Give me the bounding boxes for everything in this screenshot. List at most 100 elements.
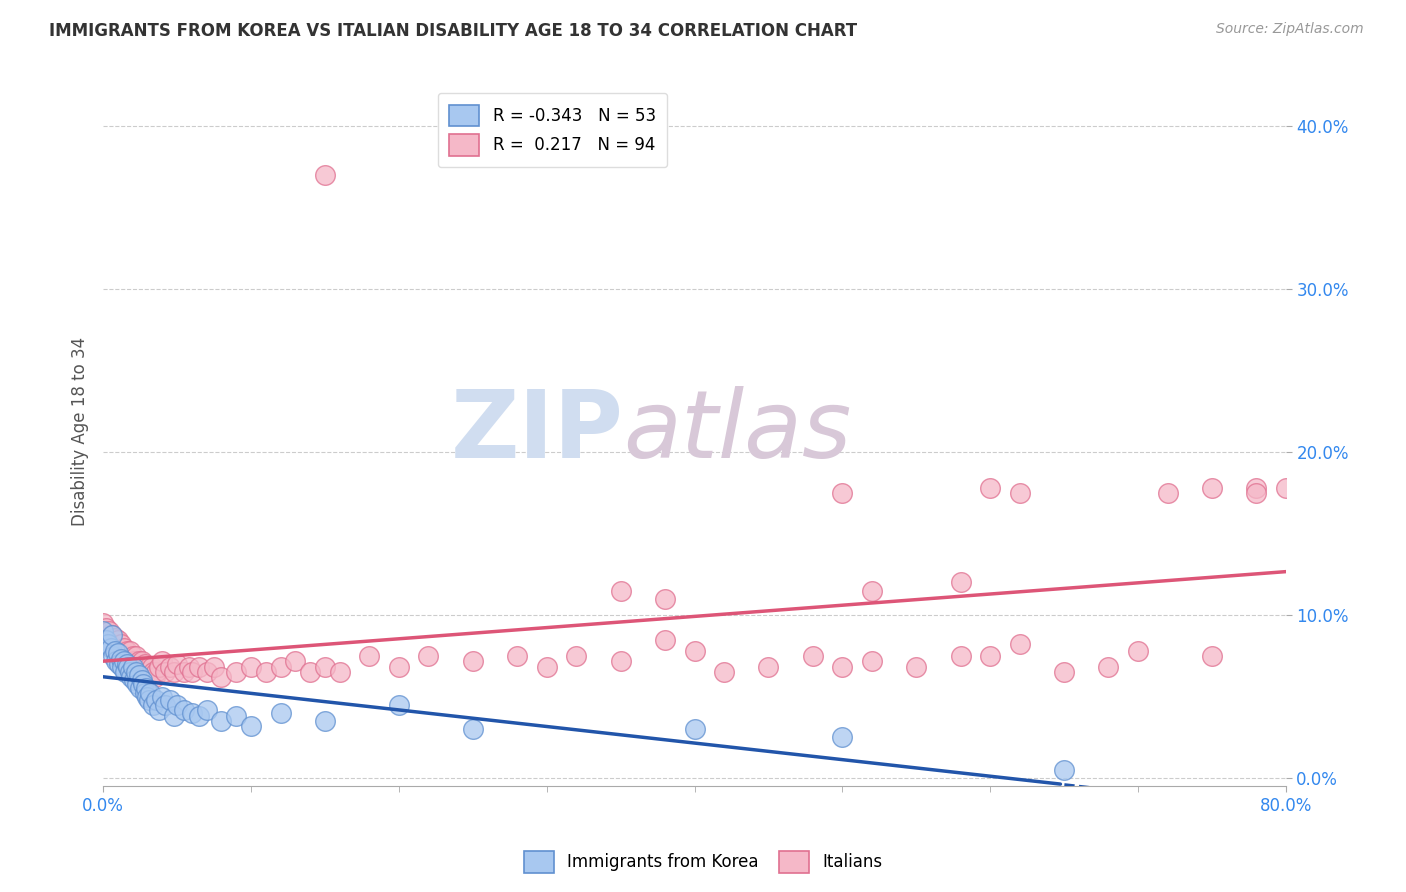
- Point: [155, 698, 177, 712]
- Point: [173, 665, 195, 679]
- Point: [163, 665, 186, 679]
- Y-axis label: Disability Age 18 to 34: Disability Age 18 to 34: [72, 337, 89, 526]
- Point: [135, 681, 157, 696]
- Point: [188, 660, 211, 674]
- Point: [461, 654, 484, 668]
- Legend: Immigrants from Korea, Italians: Immigrants from Korea, Italians: [517, 845, 889, 880]
- Point: [166, 657, 188, 671]
- Point: [299, 665, 322, 679]
- Point: [388, 698, 411, 712]
- Point: [1246, 481, 1268, 495]
- Point: [100, 632, 122, 647]
- Point: [112, 640, 135, 655]
- Point: [148, 702, 170, 716]
- Point: [143, 670, 166, 684]
- Point: [565, 648, 588, 663]
- Point: [225, 709, 247, 723]
- Point: [107, 632, 129, 647]
- Point: [609, 654, 631, 668]
- Point: [150, 690, 173, 704]
- Point: [1156, 486, 1178, 500]
- Point: [105, 640, 128, 655]
- Point: [97, 637, 120, 651]
- Point: [101, 627, 124, 641]
- Point: [142, 665, 165, 679]
- Point: [418, 648, 440, 663]
- Point: [111, 660, 134, 674]
- Point: [118, 665, 141, 679]
- Point: [124, 665, 146, 679]
- Point: [1201, 648, 1223, 663]
- Point: [979, 481, 1001, 495]
- Point: [129, 681, 152, 696]
- Point: [240, 719, 263, 733]
- Point: [142, 698, 165, 712]
- Point: [103, 637, 125, 651]
- Point: [240, 660, 263, 674]
- Point: [115, 644, 138, 658]
- Point: [91, 624, 114, 639]
- Point: [1275, 481, 1298, 495]
- Point: [104, 644, 127, 658]
- Point: [314, 660, 336, 674]
- Point: [128, 668, 150, 682]
- Point: [127, 657, 149, 671]
- Point: [101, 627, 124, 641]
- Point: [1053, 763, 1076, 777]
- Text: ZIP: ZIP: [451, 386, 623, 478]
- Point: [139, 686, 162, 700]
- Point: [97, 627, 120, 641]
- Point: [654, 591, 676, 606]
- Point: [180, 665, 202, 679]
- Point: [388, 660, 411, 674]
- Point: [270, 706, 292, 720]
- Point: [114, 648, 136, 663]
- Point: [108, 644, 131, 658]
- Point: [949, 648, 972, 663]
- Point: [111, 648, 134, 663]
- Point: [93, 624, 115, 639]
- Point: [136, 665, 159, 679]
- Point: [314, 714, 336, 728]
- Point: [128, 654, 150, 668]
- Point: [110, 652, 132, 666]
- Point: [132, 676, 155, 690]
- Point: [134, 686, 156, 700]
- Point: [155, 665, 177, 679]
- Point: [112, 654, 135, 668]
- Point: [209, 670, 232, 684]
- Point: [121, 648, 143, 663]
- Point: [104, 631, 127, 645]
- Point: [131, 673, 153, 688]
- Point: [329, 665, 352, 679]
- Point: [949, 575, 972, 590]
- Point: [103, 648, 125, 663]
- Point: [94, 632, 117, 647]
- Point: [284, 654, 307, 668]
- Text: Source: ZipAtlas.com: Source: ZipAtlas.com: [1216, 22, 1364, 37]
- Point: [506, 648, 529, 663]
- Point: [141, 660, 163, 674]
- Point: [132, 665, 155, 679]
- Point: [1008, 486, 1031, 500]
- Point: [225, 665, 247, 679]
- Point: [139, 670, 162, 684]
- Point: [150, 654, 173, 668]
- Point: [117, 660, 139, 674]
- Point: [1097, 660, 1119, 674]
- Point: [166, 698, 188, 712]
- Point: [905, 660, 928, 674]
- Point: [609, 583, 631, 598]
- Point: [105, 654, 128, 668]
- Point: [163, 709, 186, 723]
- Point: [148, 660, 170, 674]
- Point: [135, 660, 157, 674]
- Text: IMMIGRANTS FROM KOREA VS ITALIAN DISABILITY AGE 18 TO 34 CORRELATION CHART: IMMIGRANTS FROM KOREA VS ITALIAN DISABIL…: [49, 22, 858, 40]
- Point: [270, 660, 292, 674]
- Point: [159, 660, 181, 674]
- Point: [195, 702, 218, 716]
- Point: [359, 648, 381, 663]
- Point: [138, 693, 160, 707]
- Point: [115, 657, 138, 671]
- Point: [118, 644, 141, 658]
